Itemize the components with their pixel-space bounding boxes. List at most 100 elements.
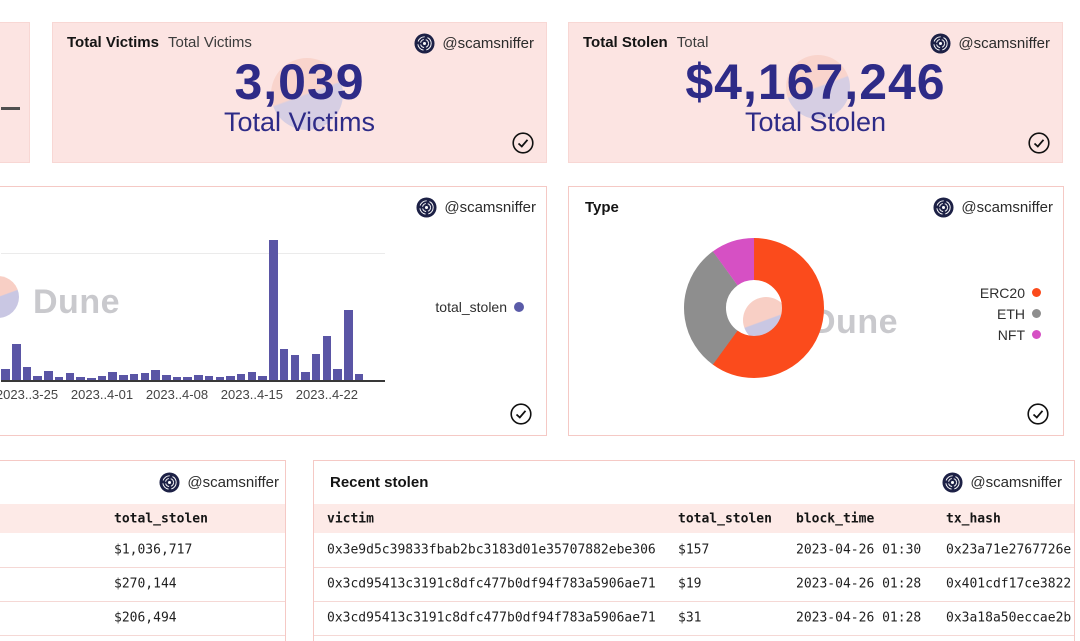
column-header-victim[interactable]: victim bbox=[327, 511, 374, 526]
bar-2023-04-15[interactable] bbox=[247, 371, 257, 380]
bar-2023-04-12[interactable] bbox=[215, 376, 225, 380]
bar-2023-04-08[interactable] bbox=[172, 376, 182, 380]
dune-watermark-circle bbox=[0, 276, 19, 318]
scamsniffer-logo-icon bbox=[414, 33, 435, 54]
bar-2023-04-11[interactable] bbox=[204, 375, 214, 380]
legend-label: ETH bbox=[997, 305, 1025, 322]
card-title: Type bbox=[585, 199, 619, 216]
table-row[interactable]: 0x3cd95413c3191c8dfc477b0df94f783a5906ae… bbox=[314, 601, 1074, 636]
bar-2023-03-26[interactable] bbox=[33, 376, 42, 380]
scamsniffer-logo-icon bbox=[930, 33, 951, 54]
dune-watermark-text: Dune bbox=[33, 283, 120, 321]
bar-2023-04-21[interactable] bbox=[311, 354, 321, 380]
bar-2023-03-30[interactable] bbox=[76, 377, 85, 380]
author-handle[interactable]: @scamsniffer bbox=[187, 474, 279, 491]
author-handle[interactable]: @scamsniffer bbox=[444, 199, 536, 216]
bar-2023-04-04[interactable] bbox=[129, 374, 139, 380]
bar-2023-03-28[interactable] bbox=[54, 376, 64, 380]
x-axis-line bbox=[1, 380, 385, 382]
bar-2023-04-06[interactable] bbox=[151, 370, 160, 380]
author-handle[interactable]: @scamsniffer bbox=[961, 199, 1053, 216]
scamsniffer-logo-icon bbox=[933, 197, 954, 218]
legend-item-ERC20[interactable]: ERC20 bbox=[980, 284, 1041, 301]
column-header-total-stolen[interactable]: total_stolen bbox=[114, 511, 208, 526]
legend-dot-icon bbox=[1032, 288, 1041, 297]
author-badge[interactable]: @scamsniffer bbox=[159, 472, 279, 493]
scamsniffer-logo-icon bbox=[416, 197, 437, 218]
dune-watermark-circle bbox=[786, 55, 850, 119]
card-title: Total Stolen Total bbox=[583, 34, 708, 51]
bar-2023-04-02[interactable] bbox=[108, 372, 117, 380]
x-tick-label: 2023..3-25 bbox=[0, 387, 59, 402]
author-badge[interactable]: @scamsniffer bbox=[414, 33, 534, 54]
x-tick-label: 2023..4-15 bbox=[220, 387, 283, 402]
bar-2023-04-13[interactable] bbox=[226, 375, 235, 380]
bar-2023-04-23[interactable] bbox=[333, 369, 342, 380]
bar-2023-04-10[interactable] bbox=[194, 374, 203, 380]
author-badge[interactable]: @scamsniffer bbox=[942, 472, 1062, 493]
scamsniffer-logo-icon bbox=[942, 472, 963, 493]
legend-label: NFT bbox=[997, 326, 1025, 343]
donut-legend: ERC20 ETH NFT bbox=[980, 284, 1041, 343]
total_stolen-cell: $19 bbox=[678, 576, 702, 592]
tx_hash-cell: 0x23a71e2767726e bbox=[946, 542, 1072, 558]
bar-2023-04-03[interactable] bbox=[119, 374, 128, 380]
author-badge[interactable]: @scamsniffer bbox=[930, 33, 1050, 54]
table-row[interactable]: $270,144 bbox=[0, 567, 285, 602]
bar-2023-04-19[interactable] bbox=[290, 355, 300, 380]
total-stolen-card: Total Stolen Total @scamsniffer $4,167,24… bbox=[568, 22, 1063, 163]
null-value-dash bbox=[1, 107, 20, 110]
legend-item-NFT[interactable]: NFT bbox=[998, 326, 1041, 343]
bar-2023-04-24[interactable] bbox=[344, 310, 353, 380]
bar-2023-04-20[interactable] bbox=[301, 372, 310, 380]
type-chart-card: Type @scamsniffer Dune ERC20 ETH NFT bbox=[568, 186, 1064, 436]
bar-2023-04-14[interactable] bbox=[236, 374, 246, 380]
card-title: Recent stolen bbox=[330, 474, 428, 491]
bar-2023-03-23[interactable] bbox=[1, 369, 10, 380]
bar-2023-03-24[interactable] bbox=[12, 344, 21, 380]
column-header-block_time[interactable]: block_time bbox=[796, 511, 875, 526]
column-header-tx_hash[interactable]: tx_hash bbox=[946, 511, 1001, 526]
total-stolen-cell: $270,144 bbox=[114, 576, 177, 592]
bar-2023-04-05[interactable] bbox=[140, 372, 150, 380]
bar-2023-04-18[interactable] bbox=[279, 349, 289, 380]
table-row[interactable]: 0x3cd95413c3191c8dfc477b0df94f783a5906ae… bbox=[314, 635, 1074, 641]
bar-2023-04-09[interactable] bbox=[183, 377, 192, 380]
top-victims-table-card: @scamsniffer total_stolen $1,036,717 $270… bbox=[0, 460, 286, 641]
author-badge[interactable]: @scamsniffer bbox=[933, 197, 1053, 218]
legend-label: total_stolen bbox=[435, 299, 507, 315]
bar-2023-04-01[interactable] bbox=[97, 375, 107, 380]
daily-stolen-chart-card: @scamsniffer Dune 2023..3-25 2023..4-01 20… bbox=[0, 186, 547, 436]
card-title-bold: Total Victims bbox=[67, 34, 159, 51]
table-row[interactable]: $1,036,717 bbox=[0, 533, 285, 568]
type-donut-chart[interactable] bbox=[674, 228, 834, 388]
bar-2023-04-22[interactable] bbox=[322, 336, 332, 380]
block_time-cell: 2023-04-26 01:28 bbox=[796, 576, 922, 592]
author-handle[interactable]: @scamsniffer bbox=[970, 474, 1062, 491]
bar-2023-04-25[interactable] bbox=[354, 373, 364, 380]
bar-2023-04-07[interactable] bbox=[162, 374, 171, 380]
legend-dot-icon bbox=[514, 302, 524, 312]
table-row[interactable]: $206,494 bbox=[0, 635, 285, 641]
table-row[interactable]: 0x3e9d5c39833fbab2bc3183d01e35707882ebe3… bbox=[314, 533, 1074, 568]
bar-2023-03-27[interactable] bbox=[44, 371, 53, 380]
bar-2023-04-17[interactable] bbox=[269, 240, 278, 380]
legend-item-ETH[interactable]: ETH bbox=[997, 305, 1041, 322]
table-row[interactable]: 0x3cd95413c3191c8dfc477b0df94f783a5906ae… bbox=[314, 567, 1074, 602]
author-handle[interactable]: @scamsniffer bbox=[958, 35, 1050, 52]
bar-2023-03-31[interactable] bbox=[87, 378, 96, 380]
bar-2023-04-16[interactable] bbox=[258, 375, 267, 380]
table-row[interactable]: $206,494 bbox=[0, 601, 285, 636]
author-badge[interactable]: @scamsniffer bbox=[416, 197, 536, 218]
bar-2023-03-29[interactable] bbox=[65, 372, 75, 380]
column-header-total_stolen[interactable]: total_stolen bbox=[678, 511, 772, 526]
bar-2023-03-25[interactable] bbox=[22, 367, 32, 380]
tx_hash-cell: 0x401cdf17ce3822 bbox=[946, 576, 1072, 592]
gridline bbox=[1, 253, 385, 254]
donut-slice-NFT[interactable] bbox=[684, 238, 824, 378]
author-handle[interactable]: @scamsniffer bbox=[442, 35, 534, 52]
card-title-bold: Total Stolen bbox=[583, 34, 668, 51]
chart-legend[interactable]: total_stolen bbox=[435, 299, 524, 315]
bar-plot: 2023..3-25 2023..4-01 2023..4-08 2023..4-15… bbox=[0, 222, 385, 402]
